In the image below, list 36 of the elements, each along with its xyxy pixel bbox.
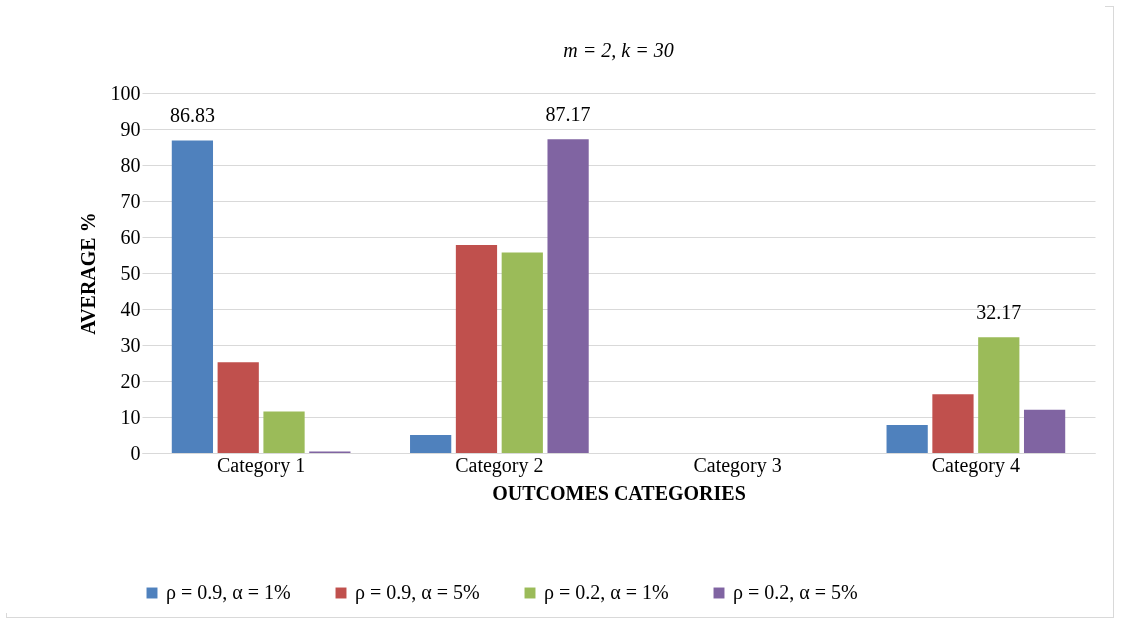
data-label: 32.17 [976, 301, 1022, 324]
x-axis-title: OUTCOMES CATEGORIES [492, 481, 746, 504]
data-label: 86.83 [169, 104, 215, 127]
y-tick-label: 30 [120, 333, 141, 356]
bar [217, 362, 259, 453]
bar [547, 139, 589, 453]
y-tick-label: 70 [120, 189, 141, 212]
data-label: 87.17 [545, 103, 591, 126]
y-tick-label: 100 [110, 81, 141, 104]
bar [410, 435, 452, 453]
y-tick-label: 40 [120, 297, 141, 320]
y-tick-label: 90 [120, 117, 141, 140]
legend-label: ρ = 0.2, α = 5% [733, 581, 858, 604]
bar [932, 394, 974, 453]
bar [1023, 409, 1066, 453]
bar [886, 424, 928, 453]
legend-label: ρ = 0.9, α = 1% [166, 581, 291, 604]
y-tick-label: 50 [120, 261, 141, 284]
bar [501, 252, 543, 453]
bar [263, 411, 305, 453]
chart-title: m = 2, k = 30 [563, 39, 674, 61]
x-tick-label: Category 2 [455, 453, 544, 477]
x-tick-label: Category 4 [931, 453, 1021, 477]
bar [978, 337, 1020, 453]
x-tick-label: Category 1 [216, 453, 306, 477]
legend-label: ρ = 0.9, α = 5% [355, 581, 480, 604]
legend-label: ρ = 0.2, α = 1% [544, 581, 669, 604]
y-tick-label: 80 [120, 153, 141, 176]
y-tick-label: 60 [120, 225, 141, 248]
y-tick-label: 0 [130, 441, 141, 464]
x-tick-label: Category 3 [693, 453, 782, 477]
y-tick-label: 10 [120, 405, 141, 428]
bar [455, 244, 498, 453]
y-tick-label: 20 [120, 369, 141, 392]
bar [171, 140, 214, 453]
y-axis-title: AVERAGE % [76, 212, 99, 335]
